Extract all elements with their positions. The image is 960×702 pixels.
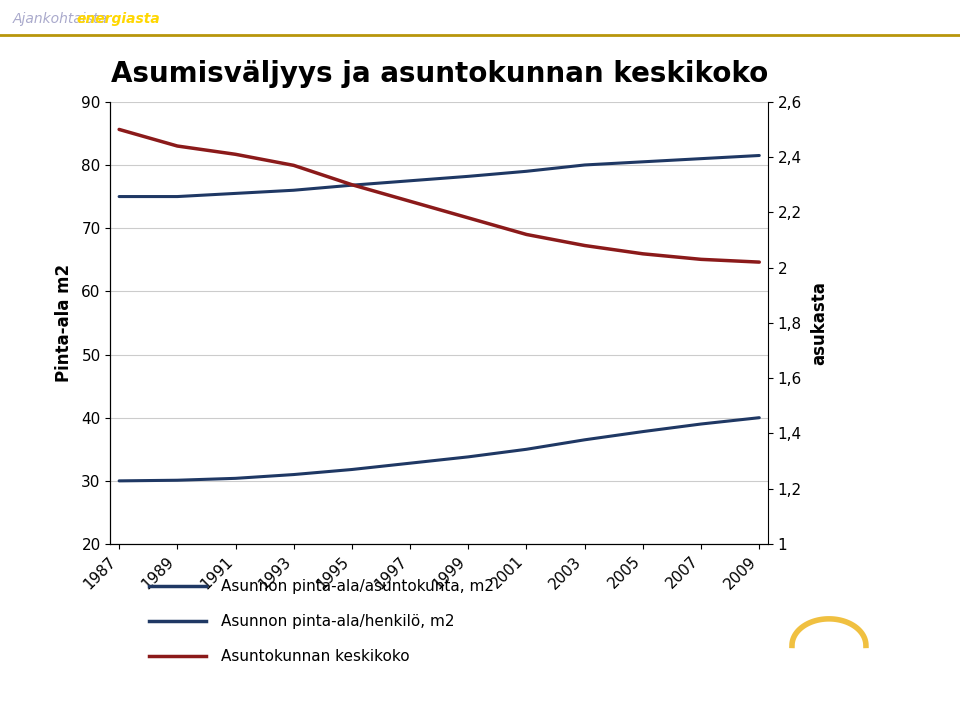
Text: Asunnon pinta-ala/henkilö, m2: Asunnon pinta-ala/henkilö, m2 — [221, 614, 454, 629]
Title: Asumisväljyys ja asuntokunnan keskikoko: Asumisväljyys ja asuntokunnan keskikoko — [110, 60, 768, 88]
Text: Asunnon pinta-ala/asuntokunta, m2: Asunnon pinta-ala/asuntokunta, m2 — [221, 578, 493, 594]
Y-axis label: Pinta-ala m2: Pinta-ala m2 — [55, 264, 73, 382]
Text: energiasta: energiasta — [77, 12, 160, 26]
Y-axis label: asukasta: asukasta — [810, 281, 828, 365]
Text: Asuntokunnan keskikoko: Asuntokunnan keskikoko — [221, 649, 409, 664]
Text: adato: adato — [819, 657, 882, 676]
Text: Ajankohtaista: Ajankohtaista — [12, 12, 112, 26]
